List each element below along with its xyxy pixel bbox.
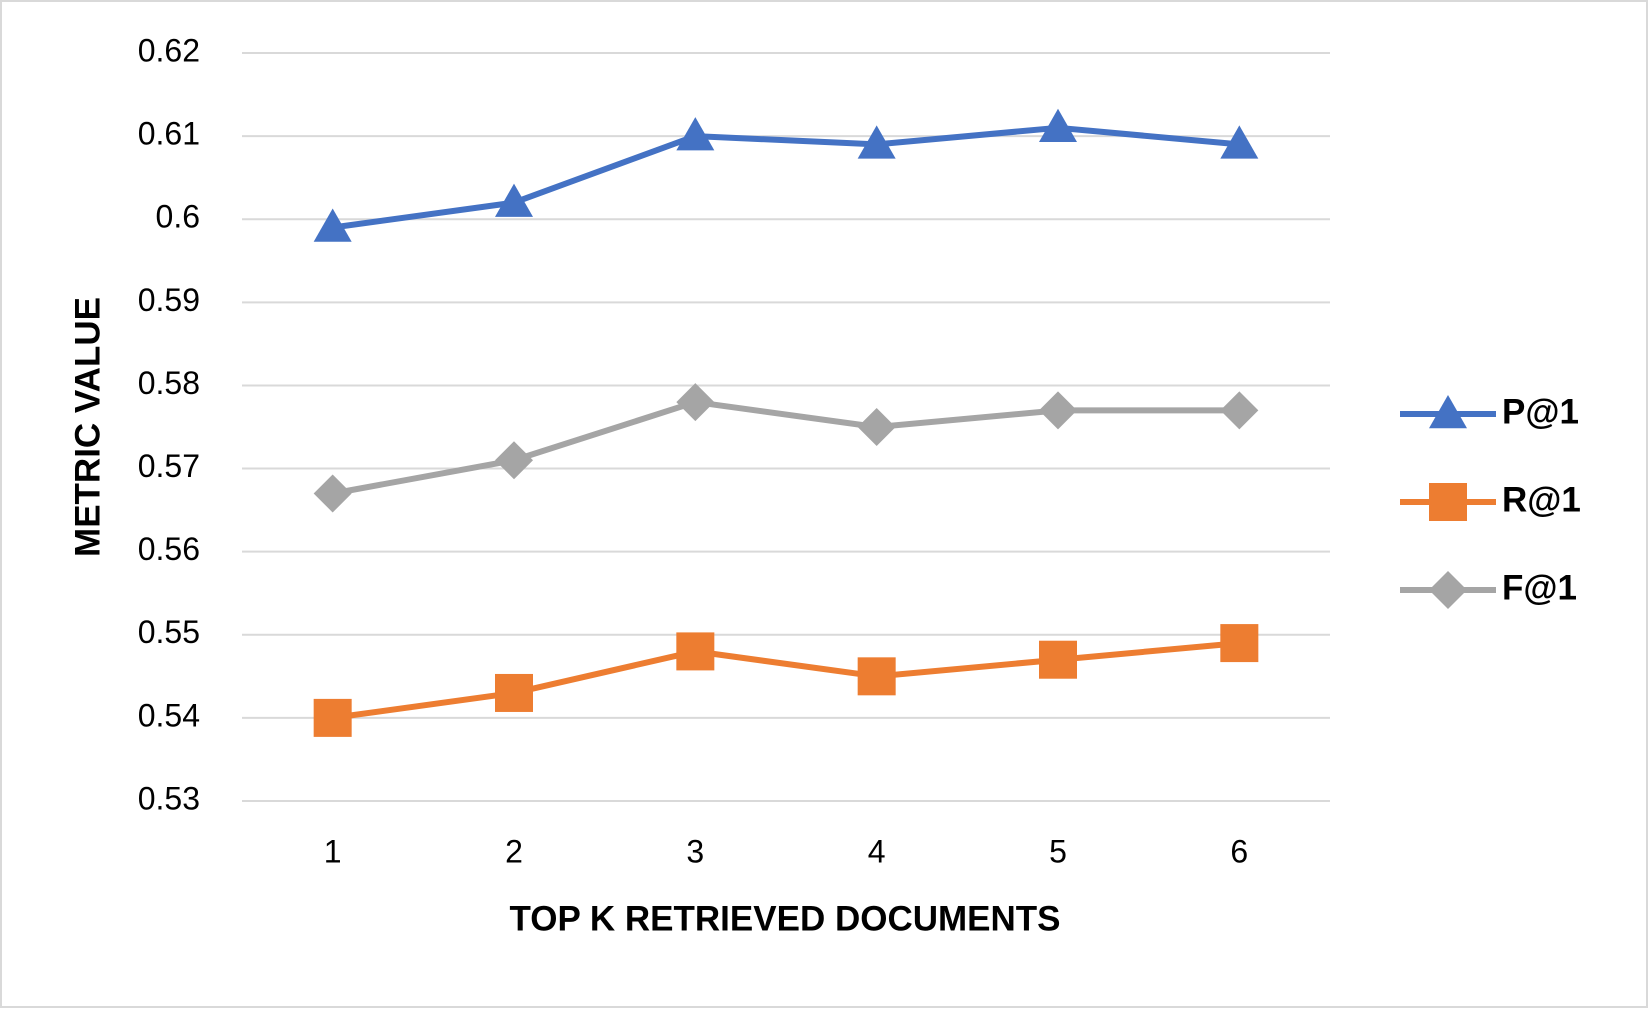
y-axis-title: METRIC VALUE <box>68 297 107 557</box>
legend-marker <box>1429 483 1467 521</box>
y-tick-label: 0.56 <box>138 531 200 567</box>
data-point <box>857 657 896 696</box>
series-line <box>332 124 1240 231</box>
y-tick-label: 0.55 <box>138 614 200 650</box>
data-point <box>1039 108 1077 143</box>
x-tick-label: 1 <box>324 833 342 869</box>
data-point <box>676 383 715 422</box>
data-point <box>1220 125 1259 159</box>
y-tick-label: 0.53 <box>138 780 200 816</box>
y-tick-label: 0.57 <box>138 448 200 484</box>
x-tick-label: 5 <box>1049 833 1067 869</box>
legend-marker <box>1429 571 1467 609</box>
data-point <box>676 117 715 151</box>
y-tick-label: 0.6 <box>156 199 200 235</box>
x-tick-label: 2 <box>505 833 523 869</box>
data-point <box>857 125 896 159</box>
data-point <box>313 208 352 242</box>
x-tick-label: 4 <box>868 833 886 869</box>
data-point <box>313 698 352 737</box>
data-point <box>1039 640 1077 679</box>
legend-label: R@1 <box>1502 480 1581 519</box>
y-tick-label: 0.61 <box>138 116 200 152</box>
data-point <box>495 673 533 712</box>
data-point <box>495 441 533 480</box>
series-line <box>332 640 1240 721</box>
legend-label: F@1 <box>1502 568 1577 607</box>
x-tick-label: 6 <box>1230 833 1248 869</box>
y-tick-label: 0.59 <box>138 282 200 318</box>
x-axis-title: TOP K RETRIEVED DOCUMENTS <box>510 899 1061 938</box>
legend-label: P@1 <box>1502 392 1579 431</box>
data-point <box>1220 391 1259 430</box>
legend-marker <box>1429 395 1467 429</box>
y-tick-label: 0.54 <box>138 697 200 733</box>
y-tick-label: 0.62 <box>138 32 200 68</box>
data-point <box>676 632 715 671</box>
data-point <box>313 474 352 513</box>
data-point <box>1039 391 1077 430</box>
y-tick-label: 0.58 <box>138 365 200 401</box>
data-point <box>857 408 896 446</box>
x-tick-label: 3 <box>686 833 704 869</box>
data-point <box>495 183 533 217</box>
data-point <box>1220 624 1259 663</box>
series-line <box>332 399 1240 497</box>
